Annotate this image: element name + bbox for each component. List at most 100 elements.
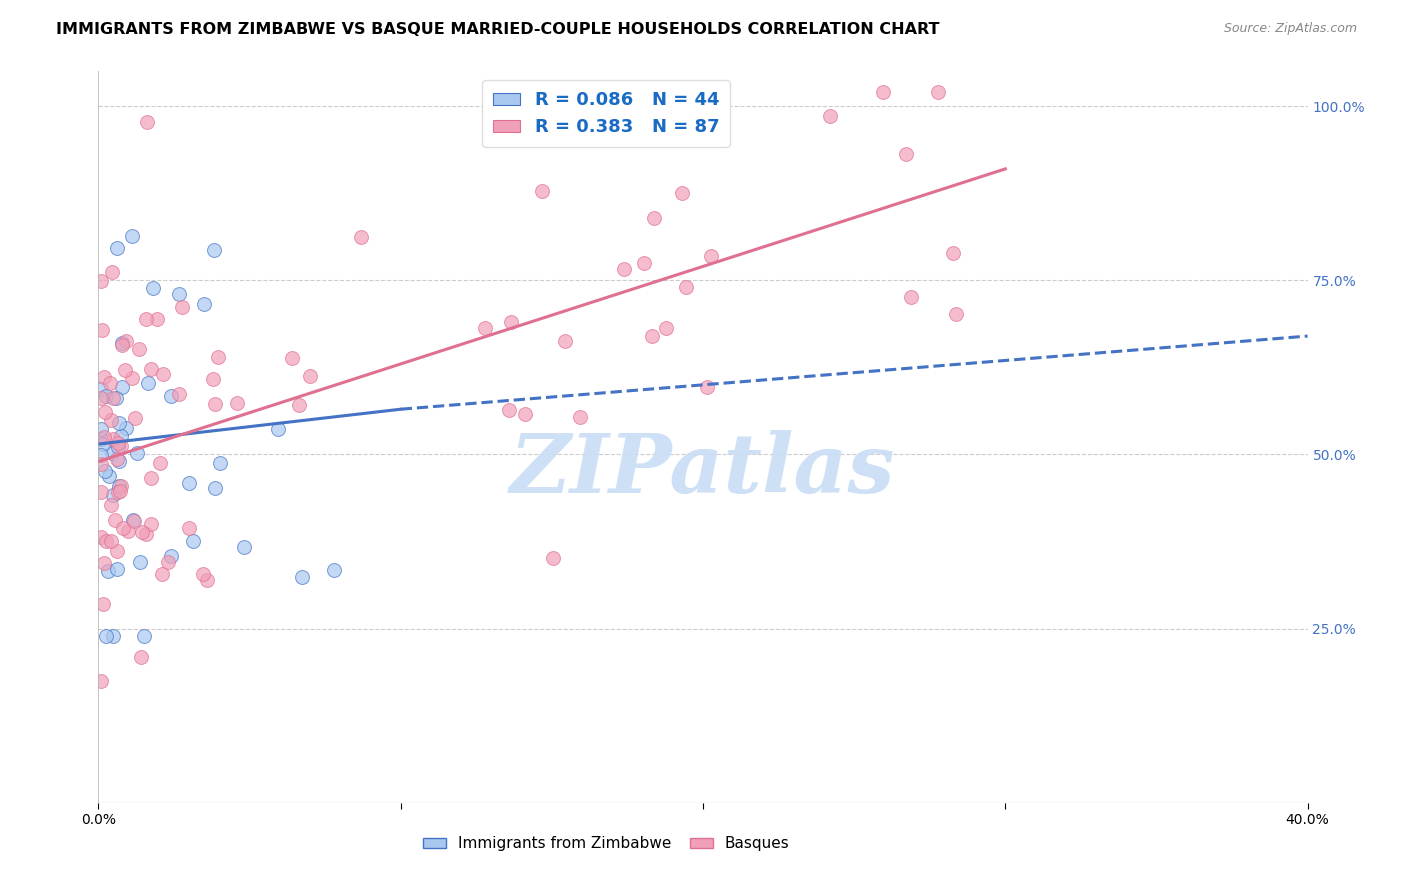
Point: [207, 350, 229, 364]
Point: [291, 570, 314, 584]
Point: [105, 452, 128, 467]
Point: [643, 211, 665, 226]
Point: [541, 550, 564, 565]
Point: [141, 362, 163, 376]
Point: [179, 521, 201, 535]
Point: [110, 439, 132, 453]
Point: [90, 391, 112, 405]
Text: IMMIGRANTS FROM ZIMBABWE VS BASQUE MARRIED-COUPLE HOUSEHOLDS CORRELATION CHART: IMMIGRANTS FROM ZIMBABWE VS BASQUE MARRI…: [56, 22, 939, 37]
Point: [90, 530, 112, 544]
Text: ZIPatlas: ZIPatlas: [510, 430, 896, 510]
Point: [181, 533, 204, 548]
Point: [107, 440, 129, 454]
Point: [90, 673, 112, 688]
Point: [100, 498, 122, 512]
Point: [111, 380, 134, 394]
Point: [513, 408, 536, 422]
Point: [94, 534, 117, 549]
Point: [288, 398, 311, 412]
Point: [208, 457, 231, 471]
Point: [172, 300, 194, 314]
Point: [169, 287, 191, 301]
Point: [91, 597, 114, 611]
Point: [110, 429, 132, 443]
Point: [124, 410, 146, 425]
Point: [204, 482, 226, 496]
Point: [696, 379, 718, 393]
Point: [100, 534, 122, 549]
Point: [101, 432, 124, 446]
Point: [121, 229, 143, 244]
Point: [498, 403, 520, 417]
Point: [90, 484, 112, 499]
Point: [90, 274, 112, 288]
Point: [98, 376, 121, 390]
Point: [91, 437, 114, 451]
Point: [90, 323, 112, 337]
Point: [613, 262, 636, 277]
Point: [104, 391, 127, 405]
Point: [105, 544, 128, 558]
Point: [107, 484, 129, 499]
Point: [942, 246, 965, 260]
Point: [117, 524, 139, 538]
Point: [96, 389, 118, 403]
Point: [135, 312, 157, 326]
Point: [193, 297, 215, 311]
Point: [671, 186, 693, 201]
Point: [90, 449, 112, 463]
Point: [945, 307, 967, 321]
Point: [280, 351, 302, 365]
Point: [149, 456, 172, 470]
Point: [927, 85, 949, 99]
Point: [195, 573, 218, 587]
Point: [156, 555, 179, 569]
Point: [122, 514, 145, 528]
Point: [191, 566, 214, 581]
Point: [131, 650, 153, 665]
Point: [108, 416, 131, 430]
Point: [107, 436, 129, 450]
Point: [299, 368, 322, 383]
Point: [499, 315, 522, 329]
Point: [160, 549, 183, 563]
Point: [94, 629, 117, 643]
Point: [700, 249, 723, 263]
Point: [110, 338, 132, 352]
Point: [108, 479, 131, 493]
Point: [115, 334, 138, 348]
Point: [675, 280, 697, 294]
Point: [101, 488, 124, 502]
Point: [94, 464, 117, 478]
Point: [474, 320, 496, 334]
Point: [94, 405, 117, 419]
Point: [110, 479, 132, 493]
Point: [894, 147, 917, 161]
Point: [101, 264, 124, 278]
Point: [226, 396, 249, 410]
Point: [640, 329, 662, 343]
Point: [108, 453, 131, 467]
Point: [554, 334, 576, 348]
Point: [142, 281, 165, 295]
Point: [114, 362, 136, 376]
Point: [97, 564, 120, 578]
Point: [134, 629, 156, 643]
Point: [100, 413, 122, 427]
Point: [90, 422, 112, 436]
Point: [90, 457, 112, 471]
Point: [136, 115, 159, 129]
Point: [127, 446, 149, 460]
Point: [145, 311, 167, 326]
Point: [93, 429, 115, 443]
Point: [136, 376, 159, 390]
Point: [350, 229, 373, 244]
Point: [104, 513, 127, 527]
Point: [103, 392, 125, 406]
Point: [818, 109, 841, 123]
Point: [633, 256, 655, 270]
Point: [141, 516, 163, 531]
Point: [569, 409, 592, 424]
Point: [204, 397, 226, 411]
Point: [111, 521, 134, 535]
